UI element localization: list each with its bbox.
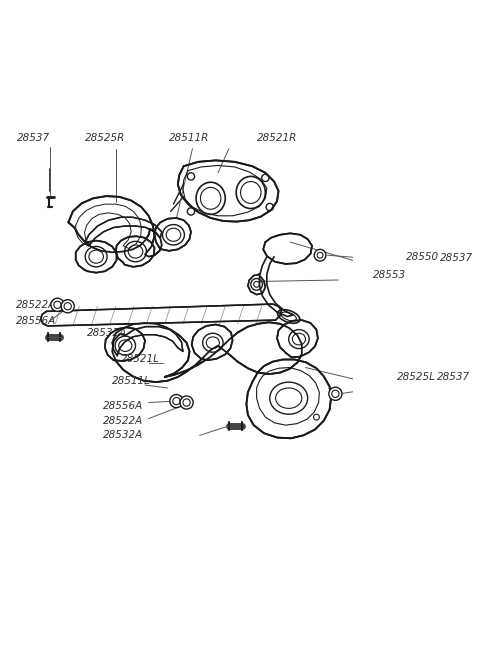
Polygon shape: [246, 359, 331, 438]
Text: 28556A: 28556A: [16, 316, 56, 326]
Circle shape: [180, 396, 193, 409]
Polygon shape: [192, 325, 232, 360]
Text: 28521R: 28521R: [257, 133, 297, 143]
Polygon shape: [69, 196, 162, 257]
Text: 28522A: 28522A: [16, 300, 56, 310]
Polygon shape: [178, 160, 278, 221]
Text: 28532A: 28532A: [87, 328, 127, 338]
Text: 28522A: 28522A: [103, 416, 144, 426]
Polygon shape: [112, 323, 183, 356]
Text: 28532A: 28532A: [103, 430, 144, 440]
Polygon shape: [84, 217, 162, 246]
Text: 28537: 28537: [17, 133, 50, 143]
Text: 28553: 28553: [373, 270, 407, 280]
Circle shape: [314, 250, 326, 261]
Text: 28521L: 28521L: [121, 353, 160, 364]
Text: 28511L: 28511L: [112, 376, 151, 386]
Text: 28525L: 28525L: [396, 372, 435, 382]
Polygon shape: [248, 274, 265, 294]
Text: 28550: 28550: [406, 252, 439, 261]
Polygon shape: [155, 218, 191, 251]
Polygon shape: [277, 320, 318, 357]
Circle shape: [170, 394, 183, 407]
Polygon shape: [112, 323, 302, 382]
Text: 28525R: 28525R: [84, 133, 125, 143]
Polygon shape: [76, 240, 117, 273]
Polygon shape: [41, 304, 281, 326]
Text: 28511R: 28511R: [169, 133, 209, 143]
Circle shape: [51, 298, 64, 311]
Polygon shape: [116, 237, 155, 267]
Circle shape: [61, 300, 74, 313]
Polygon shape: [263, 233, 312, 264]
Text: 28537: 28537: [441, 253, 474, 263]
Text: 28556A: 28556A: [103, 401, 144, 411]
Polygon shape: [105, 327, 145, 361]
Circle shape: [329, 387, 342, 400]
Text: 28537: 28537: [437, 372, 470, 382]
